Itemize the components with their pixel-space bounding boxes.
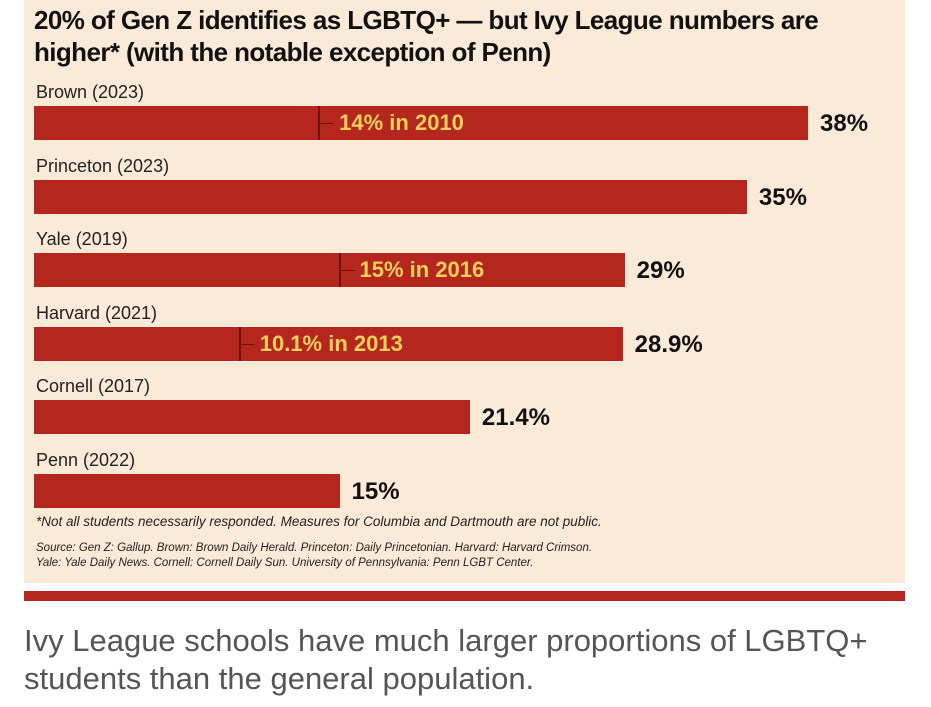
divider-rule (24, 591, 905, 601)
category-label: Penn (2022) (36, 450, 136, 470)
prior-value-marker (338, 253, 341, 287)
value-label: 15% (351, 478, 400, 505)
bar (34, 474, 340, 508)
prior-value-annotation: 15% in 2016 (359, 257, 485, 282)
source-line-1: Source: Gen Z: Gallup. Brown: Brown Dail… (36, 542, 593, 554)
category-label: Cornell (2017) (36, 376, 151, 396)
category-label: Harvard (2021) (36, 303, 158, 323)
prior-value-marker (238, 327, 241, 361)
bar (34, 106, 808, 140)
source-note: Source: Gen Z: Gallup. Brown: Brown Dail… (36, 541, 896, 571)
marker-leader-line (320, 123, 335, 124)
caption-text: Ivy League schools have much larger prop… (24, 623, 868, 696)
bar (34, 327, 623, 361)
value-label: 28.9% (634, 331, 703, 358)
value-label: 29% (636, 257, 685, 284)
bar (34, 253, 625, 287)
marker-leader-line (340, 270, 355, 271)
category-label: Princeton (2023) (36, 156, 170, 176)
category-label: Brown (2023) (36, 82, 145, 102)
value-label: 21.4% (481, 404, 550, 431)
value-label: 38% (820, 110, 869, 137)
prior-value-annotation: 14% in 2010 (339, 110, 464, 135)
chart-title: 20% of Gen Z identifies as LGBTQ+ — but … (34, 5, 819, 67)
prior-value-marker (318, 106, 321, 140)
footnote: *Not all students necessarily responded.… (36, 514, 602, 529)
category-label: Yale (2019) (36, 229, 128, 249)
source-line-2: Yale: Yale Daily News. Cornell: Cornell … (36, 557, 534, 569)
value-label: 35% (758, 184, 807, 211)
bar (34, 180, 747, 214)
marker-leader-line (240, 344, 255, 345)
prior-value-annotation: 10.1% in 2013 (259, 331, 403, 356)
bar (34, 400, 470, 434)
